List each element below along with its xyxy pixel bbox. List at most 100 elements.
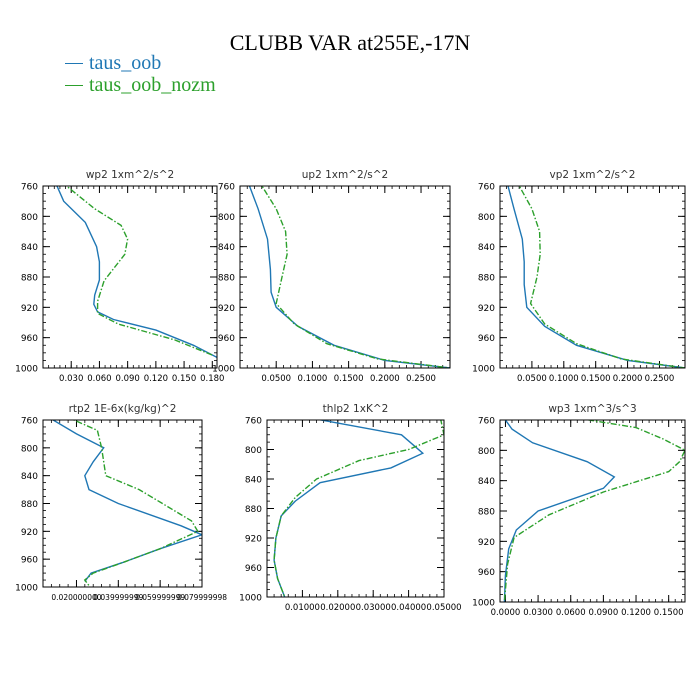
panel-frame (239, 185, 451, 369)
x-tick-label: 0.0300 (523, 608, 553, 618)
y-tick-label: 800 (478, 447, 495, 457)
series-line-taus-oob (51, 420, 202, 582)
x-tick-label: 0.02000 (320, 603, 355, 613)
y-tick-label: 880 (478, 274, 495, 284)
y-tick-label: 920 (21, 528, 38, 538)
x-tick-label: 0.2000 (370, 374, 400, 384)
y-tick-label: 960 (478, 568, 495, 578)
x-tick-label: 0.030 (59, 374, 83, 384)
legend-entry-taus-oob-nozm: taus_oob_nozm (65, 74, 216, 97)
y-tick-label: 840 (478, 477, 495, 487)
y-tick-label: 800 (21, 444, 38, 454)
x-tick-label: 0.0000 (491, 608, 521, 618)
y-tick-label: 880 (218, 274, 235, 284)
x-tick-label: 0.03000 (356, 603, 391, 613)
y-tick-label: 960 (218, 334, 235, 344)
y-tick-label: 960 (21, 334, 38, 344)
y-tick-label: 760 (21, 417, 38, 427)
series-line-taus-oob-nozm (503, 420, 685, 602)
y-tick-label: 760 (478, 183, 495, 193)
y-tick-label: 760 (245, 417, 262, 427)
y-tick-label: 920 (478, 538, 495, 548)
y-tick-label: 960 (21, 556, 38, 566)
y-tick-label: 760 (218, 183, 235, 193)
series-line-taus-oob (273, 420, 425, 597)
y-tick-label: 880 (21, 274, 38, 284)
x-tick-label: 0.2000 (613, 374, 643, 384)
panel-frame (266, 419, 445, 598)
x-tick-label: 0.079999998 (177, 593, 227, 602)
y-tick-label: 880 (478, 508, 495, 518)
y-tick-label: 800 (21, 213, 38, 223)
series-line-taus-oob-nozm (261, 186, 450, 368)
x-tick-label: 0.0500 (517, 374, 547, 384)
y-tick-label: 1000 (472, 365, 495, 375)
y-tick-label: 800 (218, 213, 235, 223)
series-line-taus-oob (248, 186, 450, 368)
x-tick-label: 0.1000 (298, 374, 328, 384)
panel-frame (42, 419, 203, 588)
series-line-taus-oob (56, 186, 217, 359)
x-tick-label: 0.1200 (621, 608, 651, 618)
legend-line-icon (65, 63, 83, 64)
x-tick-label: 0.1500 (654, 608, 684, 618)
x-tick-label: 0.0500 (261, 374, 291, 384)
panel-frame (499, 419, 686, 603)
y-tick-label: 840 (21, 472, 38, 482)
y-tick-label: 1000 (15, 584, 38, 594)
x-tick-label: 0.1500 (334, 374, 364, 384)
y-tick-label: 760 (478, 417, 495, 427)
x-tick-label: 0.060 (87, 374, 111, 384)
panel-title: up2 1xm^2/s^2 (302, 169, 388, 181)
x-tick-label: 0.2500 (406, 374, 436, 384)
x-tick-label: 0.04000 (391, 603, 426, 613)
x-tick-label: 0.0900 (589, 608, 619, 618)
series-line-taus-oob (507, 186, 685, 368)
panel-frame (499, 185, 686, 369)
panel-title: rtp2 1E-6x(kg/kg)^2 (69, 403, 177, 415)
panel-title: wp2 1xm^2/s^2 (86, 169, 174, 181)
y-tick-label: 920 (245, 535, 262, 545)
y-tick-label: 880 (21, 500, 38, 510)
y-tick-label: 920 (478, 304, 495, 314)
panel-title: wp3 1xm^3/s^3 (548, 403, 636, 415)
y-tick-label: 840 (218, 243, 235, 253)
y-tick-label: 1000 (472, 599, 495, 609)
series-line-taus-oob-nozm (65, 186, 213, 356)
x-tick-label: 0.180 (200, 374, 224, 384)
y-tick-label: 920 (21, 304, 38, 314)
chart-title: CLUBB VAR at255E,-17N (229, 30, 471, 55)
legend-entry-taus-oob: taus_oob (65, 52, 161, 75)
legend-line-icon (65, 85, 83, 86)
panel-title: thlp2 1xK^2 (323, 403, 389, 415)
x-tick-label: 0.0600 (556, 608, 586, 618)
x-tick-label: 0.2500 (645, 374, 675, 384)
series-line-taus-oob-nozm (518, 186, 685, 368)
x-tick-label: 0.059999999 (135, 593, 185, 602)
y-tick-label: 960 (245, 564, 262, 574)
y-tick-label: 840 (478, 243, 495, 253)
series-line-taus-oob-nozm (72, 420, 199, 587)
y-tick-label: 800 (245, 446, 262, 456)
x-tick-label: 0.039999999 (93, 593, 143, 602)
y-tick-label: 1000 (15, 365, 38, 375)
x-tick-label: 0.01000 (285, 603, 320, 613)
panel-frame (42, 185, 218, 369)
y-tick-label: 880 (245, 505, 262, 515)
x-tick-label: 0.1500 (581, 374, 611, 384)
x-tick-label: 0.150 (172, 374, 196, 384)
legend-label: taus_oob_nozm (89, 74, 216, 96)
y-tick-label: 960 (478, 334, 495, 344)
y-tick-label: 920 (218, 304, 235, 314)
legend-label: taus_oob (89, 52, 162, 74)
y-tick-label: 1000 (239, 594, 262, 604)
y-tick-label: 760 (21, 183, 38, 193)
y-tick-label: 840 (245, 476, 262, 486)
x-tick-label: 0.020000000 (51, 593, 101, 602)
x-tick-label: 0.05000 (426, 603, 461, 613)
y-tick-label: 1000 (212, 365, 235, 375)
x-tick-label: 0.120 (144, 374, 168, 384)
series-line-taus-oob-nozm (273, 420, 444, 597)
panel-title: vp2 1xm^2/s^2 (550, 169, 636, 181)
